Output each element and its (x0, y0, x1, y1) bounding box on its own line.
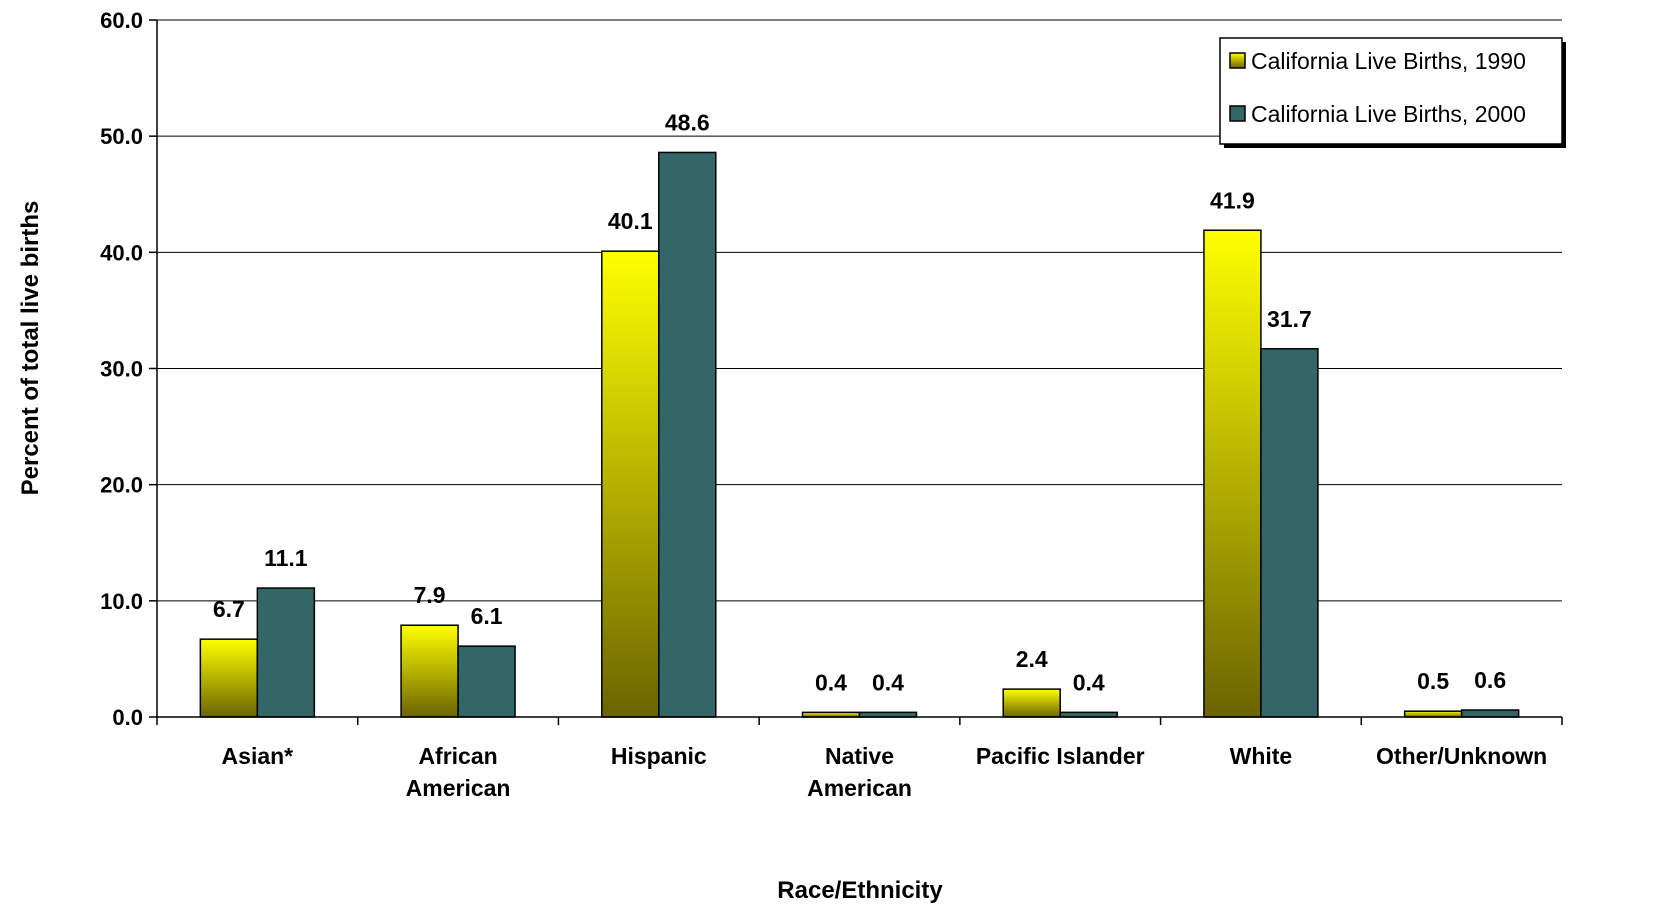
y-tick-label: 20.0 (100, 473, 143, 498)
gridlines (157, 19, 1562, 602)
bar-1990 (1403, 710, 1463, 718)
data-label: 48.6 (665, 109, 710, 135)
data-label: 0.5 (1417, 668, 1449, 694)
bar-2000 (457, 645, 516, 718)
bar-1990 (199, 638, 259, 718)
y-tick-label: 30.0 (100, 357, 143, 382)
y-tick-label: 50.0 (100, 124, 143, 149)
y-tick-label: 0.0 (112, 705, 143, 730)
legend-swatch (1229, 105, 1246, 122)
bar-2000 (256, 587, 316, 718)
y-tick-label: 40.0 (100, 240, 143, 265)
bar-1990 (1203, 229, 1262, 718)
x-tick-label: Asian* (222, 743, 294, 769)
data-label: 6.7 (213, 596, 245, 622)
data-label: 7.9 (414, 582, 446, 608)
x-tick-label: Pacific Islander (976, 743, 1145, 769)
bar-2000 (1460, 709, 1520, 718)
x-tick-label: American (406, 775, 511, 801)
data-label: 0.4 (1073, 669, 1105, 695)
bar-1990 (1002, 688, 1061, 718)
data-labels: 6.7 11.1 7.9 6.1 40.1 48.6 0.4 0.4 2.4 0.4 41.9 31.… (213, 109, 1506, 695)
data-label: 31.7 (1267, 306, 1312, 332)
x-tick-label: Other/Unknown (1376, 743, 1547, 769)
legend-entry: California Live Births, 1990 (1251, 48, 1526, 74)
data-label: 0.4 (815, 669, 847, 695)
axes: 0.0 10.0 20.0 30.0 40.0 50.0 60.0 Asian* African… (100, 8, 1563, 801)
bar-1990 (400, 624, 459, 718)
data-label: 11.1 (264, 545, 308, 571)
x-tick-label: African (418, 743, 497, 769)
legend-box (1219, 37, 1563, 145)
data-label: 0.6 (1474, 667, 1506, 693)
x-tick-label: Hispanic (611, 743, 707, 769)
legend-entry: California Live Births, 2000 (1251, 101, 1526, 127)
data-label: 41.9 (1210, 187, 1255, 213)
data-label: 0.4 (872, 669, 904, 695)
data-label: 6.1 (471, 603, 503, 629)
bar-2000 (658, 151, 717, 718)
bar-1990 (601, 250, 660, 718)
bars (199, 151, 1520, 718)
x-axis-title: Race/Ethnicity (777, 877, 943, 904)
bar-2000 (1260, 348, 1319, 718)
data-label: 2.4 (1016, 646, 1048, 672)
y-axis-title: Percent of total live births (17, 201, 44, 496)
x-tick-label: American (807, 775, 912, 801)
x-tick-label: Native (825, 743, 894, 769)
x-tick-label: White (1230, 743, 1293, 769)
legend-swatch (1229, 52, 1246, 69)
legend: California Live Births, 1990 California L… (1219, 37, 1566, 148)
data-label: 40.1 (608, 208, 653, 234)
y-tick-label: 10.0 (100, 589, 143, 614)
y-tick-label: 60.0 (100, 8, 143, 33)
